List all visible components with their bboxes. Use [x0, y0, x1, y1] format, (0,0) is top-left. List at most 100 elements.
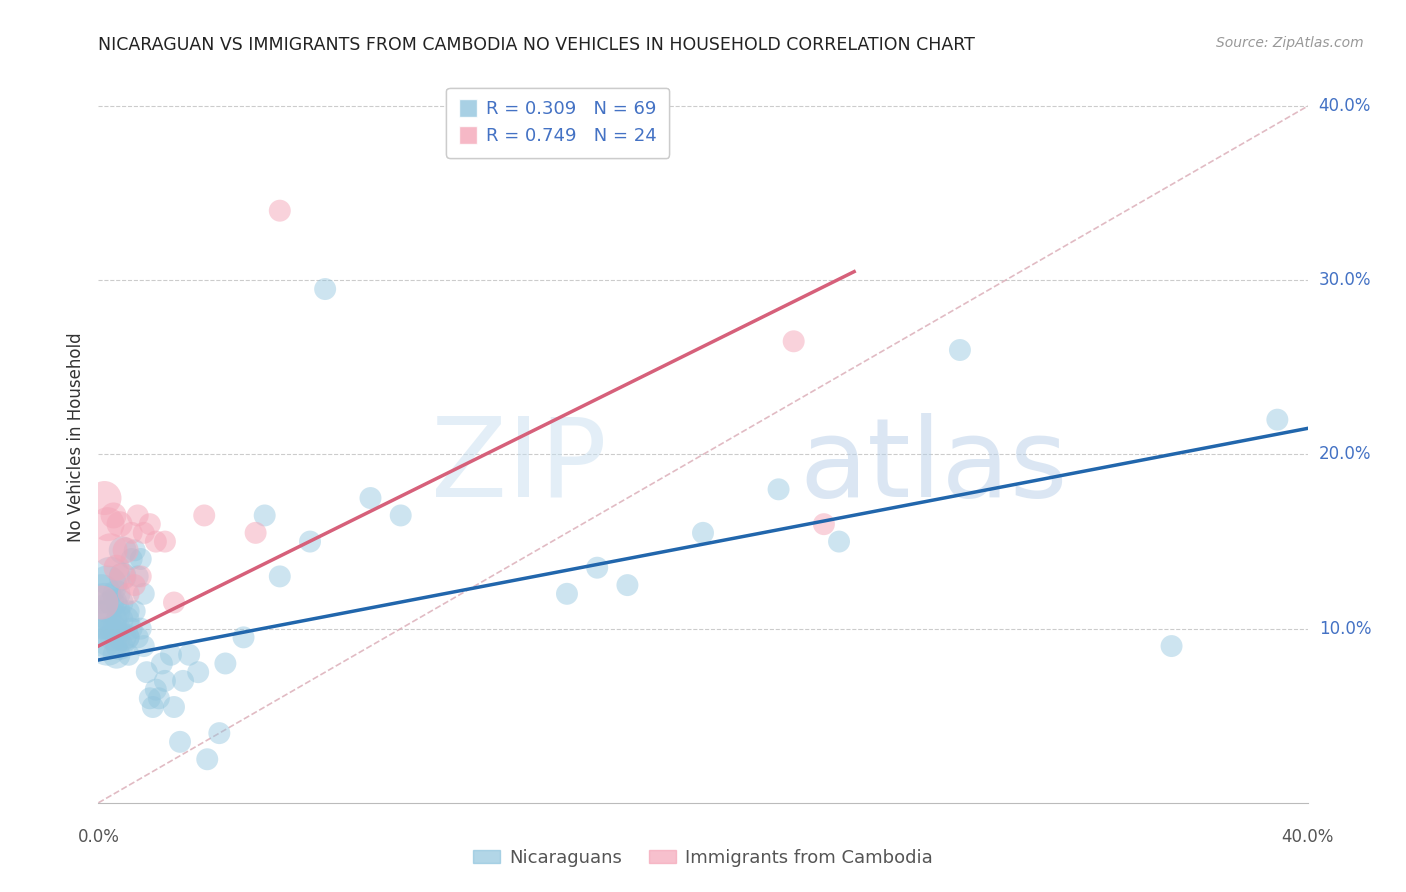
Point [616, 578, 638, 592]
Point [163, 595, 186, 609]
Point [90, 587, 112, 601]
Point [129, 622, 152, 636]
Point [245, 525, 267, 540]
Point [153, 534, 176, 549]
Point [169, 735, 191, 749]
Point [299, 534, 322, 549]
Point [177, 648, 201, 662]
Point [127, 508, 149, 523]
Point [132, 587, 155, 601]
Point [118, 631, 141, 645]
Point [103, 595, 125, 609]
Point [100, 569, 122, 583]
Point [139, 517, 162, 532]
Point [135, 665, 157, 680]
Point [118, 587, 141, 601]
Text: 40.0%: 40.0% [1319, 97, 1371, 115]
Point [148, 691, 170, 706]
Point [768, 483, 790, 497]
Point [1160, 639, 1182, 653]
Point [108, 517, 131, 532]
Point [127, 631, 149, 645]
Text: 40.0%: 40.0% [1281, 828, 1334, 846]
Point [586, 560, 609, 574]
Point [129, 552, 152, 566]
Point [114, 613, 136, 627]
Point [105, 622, 128, 636]
Point [108, 595, 131, 609]
Point [782, 334, 804, 349]
Point [93, 631, 115, 645]
Point [208, 726, 231, 740]
Point [269, 203, 291, 218]
Point [111, 569, 134, 583]
Text: 10.0%: 10.0% [1319, 620, 1371, 638]
Point [193, 508, 215, 523]
Point [132, 639, 155, 653]
Point [195, 752, 218, 766]
Point [127, 569, 149, 583]
Point [813, 517, 835, 532]
Y-axis label: No Vehicles in Household: No Vehicles in Household [66, 332, 84, 542]
Point [153, 673, 176, 688]
Text: ZIP: ZIP [430, 413, 606, 520]
Text: 0.0%: 0.0% [77, 828, 120, 846]
Legend: R = 0.309   N = 69, R = 0.749   N = 24: R = 0.309 N = 69, R = 0.749 N = 24 [446, 87, 669, 158]
Point [124, 604, 146, 618]
Point [114, 543, 136, 558]
Point [949, 343, 972, 357]
Text: 20.0%: 20.0% [1319, 445, 1371, 464]
Point [118, 648, 141, 662]
Point [555, 587, 578, 601]
Text: 30.0%: 30.0% [1319, 271, 1371, 289]
Point [145, 534, 167, 549]
Point [150, 657, 173, 671]
Point [114, 631, 136, 645]
Text: atlas: atlas [800, 413, 1069, 520]
Point [160, 648, 183, 662]
Point [692, 525, 714, 540]
Point [360, 491, 382, 505]
Point [105, 648, 128, 662]
Point [124, 578, 146, 592]
Point [828, 534, 851, 549]
Point [232, 631, 254, 645]
Point [389, 508, 412, 523]
Point [214, 657, 236, 671]
Point [93, 595, 115, 609]
Point [145, 682, 167, 697]
Point [100, 604, 122, 618]
Point [103, 631, 125, 645]
Point [314, 282, 336, 296]
Point [269, 569, 291, 583]
Point [1265, 412, 1288, 426]
Point [111, 543, 134, 558]
Point [90, 595, 112, 609]
Point [96, 639, 118, 653]
Point [142, 700, 165, 714]
Point [129, 569, 152, 583]
Point [111, 569, 134, 583]
Point [100, 543, 122, 558]
Point [105, 560, 128, 574]
Point [139, 691, 162, 706]
Point [124, 543, 146, 558]
Point [100, 631, 122, 645]
Point [96, 613, 118, 627]
Point [103, 622, 125, 636]
Point [96, 578, 118, 592]
Point [132, 525, 155, 540]
Point [96, 517, 118, 532]
Point [163, 700, 186, 714]
Legend: Nicaraguans, Immigrants from Cambodia: Nicaraguans, Immigrants from Cambodia [465, 842, 941, 874]
Point [108, 639, 131, 653]
Text: NICARAGUAN VS IMMIGRANTS FROM CAMBODIA NO VEHICLES IN HOUSEHOLD CORRELATION CHAR: NICARAGUAN VS IMMIGRANTS FROM CAMBODIA N… [98, 36, 976, 54]
Point [111, 631, 134, 645]
Point [172, 673, 194, 688]
Point [253, 508, 276, 523]
Point [90, 613, 112, 627]
Point [121, 622, 143, 636]
Point [121, 525, 143, 540]
Point [118, 604, 141, 618]
Point [108, 613, 131, 627]
